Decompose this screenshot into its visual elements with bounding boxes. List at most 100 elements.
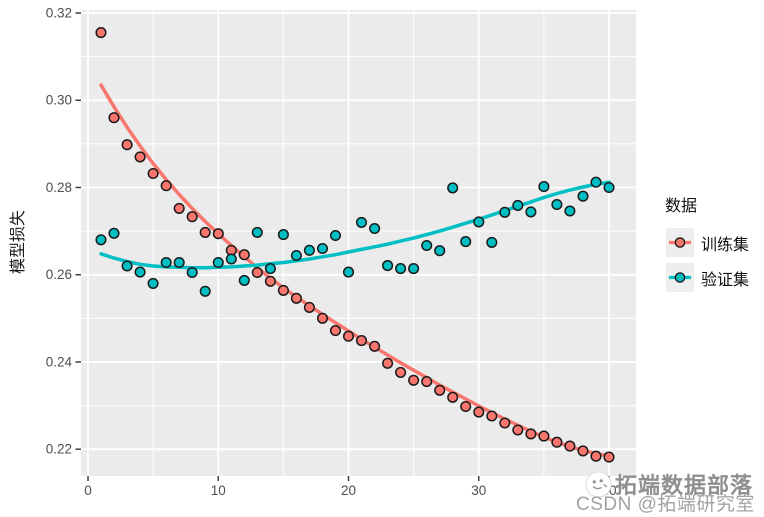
data-point-valid xyxy=(499,206,511,218)
data-point-train xyxy=(199,226,211,238)
data-point-valid xyxy=(421,239,433,252)
data-point-train xyxy=(108,112,120,124)
legend-item-train: 训练集 xyxy=(666,228,749,257)
x-tick-label: 10 xyxy=(211,483,226,498)
data-point-valid xyxy=(564,205,576,217)
data-point-train xyxy=(460,400,472,413)
data-point-valid xyxy=(382,260,394,272)
data-point-train xyxy=(95,27,107,39)
data-point-train xyxy=(342,330,355,342)
data-point-valid xyxy=(538,181,550,193)
train-legend-key-icon xyxy=(666,228,694,257)
data-point-train xyxy=(316,312,329,324)
data-point-train xyxy=(147,167,159,180)
data-point-train xyxy=(264,275,276,287)
data-point-valid xyxy=(108,227,120,239)
data-point-train xyxy=(447,391,459,403)
data-point-train xyxy=(486,410,498,422)
watermark-brand-text: 拓端数据部落 xyxy=(615,473,754,498)
data-point-valid xyxy=(147,277,159,289)
y-tick-label: 0.30 xyxy=(46,93,72,108)
data-point-train xyxy=(121,139,133,151)
data-point-valid xyxy=(342,266,355,278)
data-point-valid xyxy=(460,236,472,248)
legend-label-valid: 验证集 xyxy=(701,271,750,289)
smooth-line-train xyxy=(99,83,611,458)
data-point-train xyxy=(369,340,381,352)
data-point-valid xyxy=(447,182,459,194)
data-point-valid xyxy=(199,285,211,297)
data-point-valid xyxy=(316,242,329,255)
data-point-train xyxy=(590,450,602,462)
data-point-valid xyxy=(408,263,420,275)
data-point-train xyxy=(277,284,289,296)
data-point-valid xyxy=(395,263,407,275)
data-point-valid xyxy=(225,253,237,265)
data-point-valid xyxy=(121,260,133,272)
data-point-valid xyxy=(355,216,368,228)
data-point-train xyxy=(355,335,368,347)
data-point-train xyxy=(238,249,250,261)
data-point-valid xyxy=(590,176,602,188)
legend: 数据 训练集 验证集 xyxy=(663,192,749,298)
data-point-valid xyxy=(603,181,615,194)
y-tick-label: 0.32 xyxy=(46,6,72,21)
data-point-valid xyxy=(473,216,485,228)
data-point-train xyxy=(564,440,576,452)
data-point-valid xyxy=(173,256,185,269)
data-point-train xyxy=(551,436,563,448)
legend-title: 数据 xyxy=(665,198,698,215)
data-point-valid xyxy=(434,245,446,257)
data-point-train xyxy=(408,374,420,386)
data-point-valid xyxy=(577,190,589,202)
smooth-line-valid xyxy=(99,180,611,270)
legend-item-valid: 验证集 xyxy=(666,263,749,292)
data-point-valid xyxy=(512,199,524,211)
data-point-train xyxy=(382,357,394,369)
data-point-train xyxy=(173,202,185,214)
x-tick-label: 20 xyxy=(341,483,356,498)
data-point-valid xyxy=(238,274,250,286)
data-point-train xyxy=(577,445,589,457)
data-point-valid xyxy=(251,226,263,238)
data-point-valid xyxy=(160,256,172,269)
data-point-train xyxy=(512,424,524,436)
data-point-train xyxy=(160,180,172,192)
data-point-train xyxy=(329,325,342,337)
data-point-valid xyxy=(303,244,315,256)
data-point-valid xyxy=(212,256,224,269)
data-point-train xyxy=(525,428,537,440)
y-tick-label: 0.26 xyxy=(46,267,72,282)
data-point-valid xyxy=(264,263,276,275)
y-axis-title: 模型损失 xyxy=(10,209,27,275)
x-tick-label: 0 xyxy=(84,483,92,498)
data-point-valid xyxy=(95,234,107,246)
y-tick-label: 0.22 xyxy=(46,442,72,457)
data-point-train xyxy=(421,376,433,388)
data-point-valid xyxy=(186,266,198,279)
data-point-train xyxy=(186,211,198,223)
data-point-train xyxy=(251,266,263,279)
data-point-train xyxy=(499,417,511,429)
data-point-valid xyxy=(290,249,302,262)
data-point-valid xyxy=(134,266,146,278)
legend-label-train: 训练集 xyxy=(701,236,750,254)
data-point-train xyxy=(603,451,615,463)
data-point-valid xyxy=(525,206,537,218)
valid-legend-key-icon xyxy=(666,263,694,292)
data-point-train xyxy=(538,430,550,442)
panel-background xyxy=(81,10,636,476)
data-point-train xyxy=(212,228,224,240)
data-point-valid xyxy=(486,236,498,248)
data-point-valid xyxy=(277,229,289,241)
x-tick-label: 30 xyxy=(471,483,486,498)
data-point-valid xyxy=(369,222,381,235)
y-tick-label: 0.28 xyxy=(46,180,72,195)
watermark-credit: CSDN @拓端研究室 xyxy=(576,494,755,515)
data-point-valid xyxy=(329,229,342,242)
watermark-brand: 拓端数据部落 xyxy=(585,468,753,500)
data-point-train xyxy=(473,406,485,418)
data-point-train xyxy=(434,384,446,396)
